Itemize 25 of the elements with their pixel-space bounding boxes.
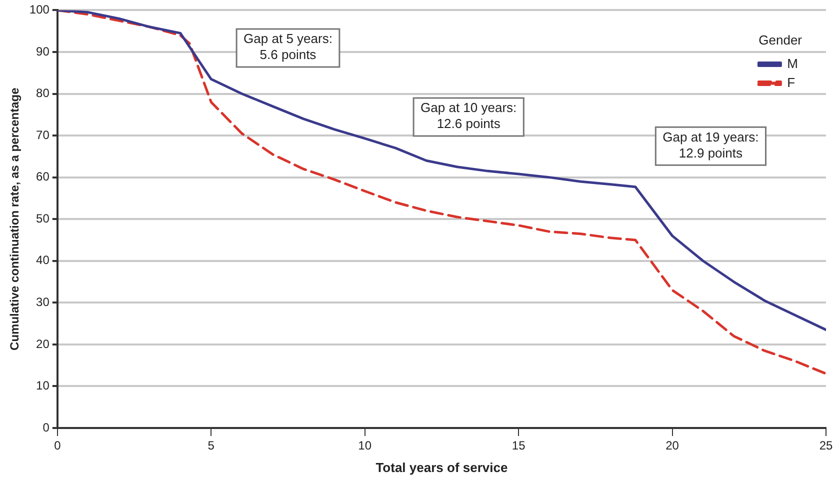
y-tick-label: 10: [36, 378, 50, 393]
y-tick-label: 20: [36, 336, 50, 351]
y-tick-label: 40: [36, 253, 50, 268]
annotation: Gap at 19 years: 12.9 points: [662, 129, 759, 160]
y-axis-title: Cumulative continuation rate, as a percentage: [8, 87, 22, 350]
x-tick-label: 0: [54, 438, 62, 453]
y-tick-label: 90: [36, 44, 50, 58]
y-tick-label: 0: [42, 420, 50, 434]
legend-label: F: [787, 74, 796, 90]
legend-label: M: [787, 56, 798, 71]
y-tick-label: 30: [36, 294, 50, 309]
legend-title: Gender: [758, 32, 803, 48]
y-tick-label: 50: [36, 211, 50, 226]
y-tick-label: 100: [29, 2, 50, 17]
x-tick-label: 15: [512, 438, 526, 453]
annotation: Gap at 10 years: 12.6 points: [420, 100, 517, 132]
x-axis-title: Total years of service: [376, 460, 508, 475]
y-tick-label: 70: [36, 128, 50, 142]
x-tick-label: 20: [666, 438, 680, 453]
x-tick-label: 25: [819, 438, 833, 453]
x-tick-label: 10: [358, 438, 372, 453]
x-tick-label: 5: [208, 438, 215, 453]
y-tick-label: 80: [36, 86, 50, 100]
annotation: Gap at 5 years: 5.6 points: [244, 31, 332, 62]
y-tick-label: 60: [36, 170, 50, 184]
